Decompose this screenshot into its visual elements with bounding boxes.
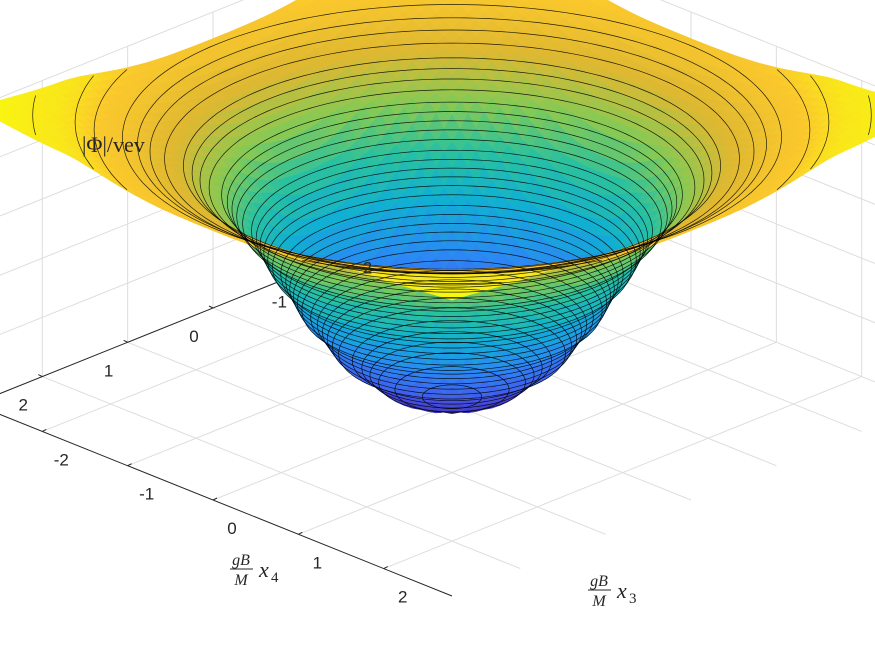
contour-ring bbox=[231, 120, 673, 298]
y-tick-mark bbox=[208, 305, 214, 309]
z-axis-label: |Φ|/vev bbox=[82, 132, 145, 157]
y-label-denominator: M bbox=[233, 572, 249, 589]
contour-ring bbox=[221, 101, 683, 288]
contour-ring bbox=[317, 270, 587, 379]
x-label-numerator: gB bbox=[590, 573, 608, 590]
x-tick-mark bbox=[127, 463, 132, 467]
contour-ring bbox=[242, 139, 662, 308]
contour-ring bbox=[208, 89, 696, 286]
contour-ring bbox=[263, 176, 641, 329]
x-tick-label: 1 bbox=[313, 553, 322, 572]
y-tick-mark bbox=[123, 339, 128, 343]
z-axis-label-text: |Φ|/vev bbox=[82, 132, 145, 157]
y-label-numerator: gB bbox=[232, 552, 250, 569]
floor-gridline-y bbox=[127, 341, 606, 535]
y-tick-mark bbox=[38, 374, 43, 378]
contour-ring bbox=[93, 69, 811, 274]
contour-ring bbox=[369, 341, 535, 409]
x-tick-mark bbox=[383, 566, 388, 570]
contour-ring bbox=[137, 17, 767, 271]
y-tick-label: -1 bbox=[272, 293, 287, 312]
contour-ring bbox=[251, 149, 653, 312]
contour-ring bbox=[255, 158, 649, 317]
contour-ring bbox=[191, 68, 713, 278]
x-tick-label: -2 bbox=[54, 450, 69, 469]
y-axis-label: gB M x 4 bbox=[230, 552, 279, 589]
y-tick-label: -2 bbox=[357, 258, 372, 277]
contour-ring bbox=[351, 320, 553, 402]
contour-ring bbox=[331, 297, 573, 395]
contour-ring bbox=[293, 231, 611, 360]
contour-ring bbox=[310, 260, 594, 375]
x-label-variable: x bbox=[616, 578, 627, 603]
x-tick-label: 0 bbox=[227, 519, 236, 538]
y-label-subscript: 4 bbox=[271, 570, 279, 586]
contour-ring bbox=[289, 222, 615, 355]
contour-ring bbox=[259, 167, 645, 323]
floor-gridline-x bbox=[298, 341, 777, 535]
x-tick-mark bbox=[42, 428, 47, 432]
contour-ring bbox=[74, 75, 830, 275]
contour-ring bbox=[285, 214, 619, 349]
contour-ring bbox=[361, 331, 543, 405]
floor-gridline-y bbox=[42, 376, 521, 570]
x-tick-mark bbox=[298, 531, 303, 535]
contour-ring bbox=[199, 78, 705, 282]
contour-ring bbox=[267, 185, 637, 334]
y-label-variable: x bbox=[258, 557, 269, 582]
y-tick-label: 0 bbox=[189, 327, 198, 346]
y-tick-label: 2 bbox=[19, 396, 28, 415]
x-label-denominator: M bbox=[591, 593, 607, 610]
x-tick-label: -1 bbox=[139, 485, 154, 504]
contour-ring bbox=[122, 4, 782, 270]
contour-lines bbox=[32, 4, 872, 413]
contour-ring bbox=[32, 95, 872, 284]
contour-ring bbox=[226, 111, 678, 293]
contour-ring bbox=[394, 366, 510, 413]
y-tick-label: 1 bbox=[104, 361, 113, 380]
x-tick-label: 2 bbox=[398, 588, 407, 607]
contour-ring bbox=[296, 240, 608, 366]
x-tick-mark bbox=[212, 497, 218, 501]
surface-patch bbox=[0, 101, 7, 108]
floor-gridline-x bbox=[383, 376, 862, 570]
contour-ring bbox=[183, 57, 721, 274]
contour-ring bbox=[149, 29, 755, 273]
x-axis-label: gB M x 3 bbox=[588, 573, 637, 610]
surface bbox=[0, 0, 875, 415]
contour-ring bbox=[236, 129, 668, 304]
x-label-subscript: 3 bbox=[629, 591, 637, 607]
contour-ring bbox=[326, 288, 578, 390]
